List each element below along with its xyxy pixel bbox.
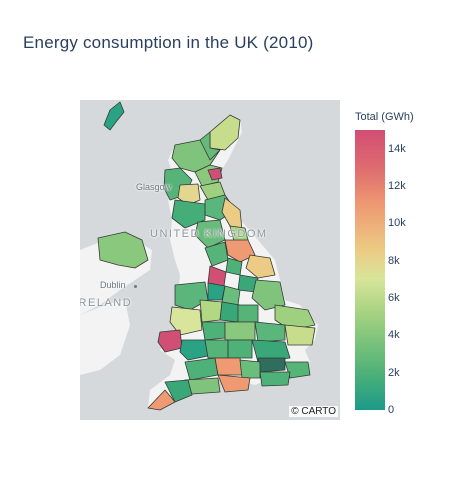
region-mid-wales <box>169 306 203 336</box>
chart-title: Energy consumption in the UK (2010) <box>23 33 314 52</box>
colorbar-tick-label: 8k <box>388 254 400 267</box>
country-label-ireland: IRELAND <box>80 297 133 309</box>
colorbar-tick-label: 10k <box>388 217 406 230</box>
region-south-wales <box>179 339 209 361</box>
colorbar-tick-label: 4k <box>388 329 400 342</box>
map-regions[interactable] <box>80 100 340 420</box>
colorbar <box>355 130 385 410</box>
region-north-yorkshire <box>224 239 256 263</box>
region-moray <box>199 131 221 161</box>
region-wiltshire <box>214 357 243 376</box>
region-cambridgeshire <box>254 321 286 343</box>
colorbar-tick-label: 6k <box>388 292 400 304</box>
region-northern-ireland <box>97 231 149 269</box>
region-essex <box>251 339 291 363</box>
region-gloucestershire <box>204 339 229 359</box>
region-shropshire <box>199 299 223 323</box>
dublin-label: Dublin <box>100 280 126 290</box>
region-west-midlands <box>219 301 241 323</box>
region-leicestershire <box>237 304 259 323</box>
region-pembroke <box>157 329 183 353</box>
map-area[interactable]: Glasgow UNITED KINGDOM Dublin IRELAND © … <box>80 100 340 420</box>
colorbar-tick-label: 14k <box>388 142 406 155</box>
region-sussex <box>259 371 291 387</box>
region-north-wales <box>174 281 209 311</box>
colorbar-tick-label: 12k <box>388 180 406 192</box>
ireland-south-landmass <box>80 300 130 375</box>
region-fife <box>207 167 223 181</box>
region-suffolk <box>284 324 316 346</box>
region-worcestershire <box>201 321 226 341</box>
region-hebrides <box>103 101 125 131</box>
colorbar-title: Total (GWh) <box>355 111 414 123</box>
region-northamptonshire <box>224 321 256 341</box>
region-humber <box>245 254 276 279</box>
region-dumfries <box>171 199 206 229</box>
glasgow-label: Glasgow <box>136 182 172 192</box>
colorbar-tick-label: 2k <box>388 366 400 379</box>
region-cumbria <box>194 219 226 249</box>
dublin-dot <box>134 285 137 288</box>
region-devon <box>164 379 193 403</box>
map-attribution[interactable]: © CARTO <box>289 406 338 417</box>
region-oxfordshire <box>227 339 253 359</box>
region-cornwall <box>147 389 176 411</box>
country-label-uk: UNITED KINGDOM <box>150 228 268 240</box>
colorbar-tick-label: 0 <box>388 404 395 416</box>
region-hampshire <box>217 374 251 393</box>
region-surrey <box>239 359 261 379</box>
region-london <box>257 357 286 373</box>
